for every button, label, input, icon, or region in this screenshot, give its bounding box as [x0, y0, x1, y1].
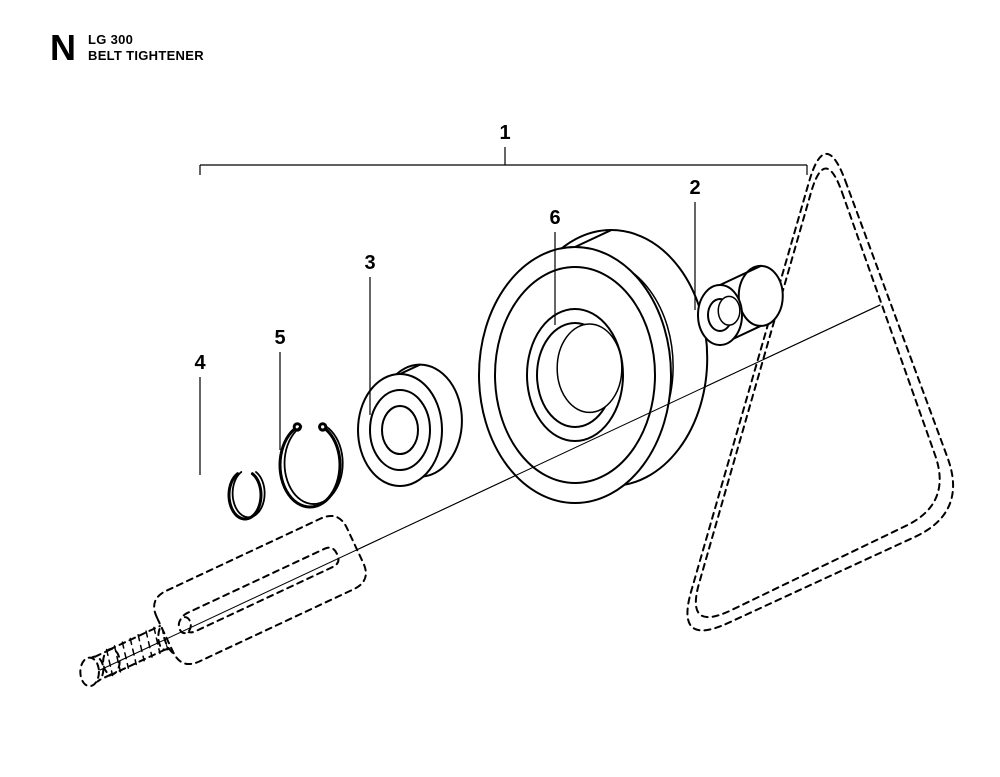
callout-3: 3 — [364, 252, 375, 275]
diagram-canvas: N LG 300 BELT TIGHTENER 145362 — [0, 0, 1000, 777]
callout-2: 2 — [689, 177, 700, 200]
callout-5: 5 — [274, 327, 285, 350]
callout-4: 4 — [194, 352, 205, 375]
callout-6: 6 — [549, 207, 560, 230]
callout-1: 1 — [499, 122, 510, 145]
exploded-view-svg — [0, 0, 1000, 777]
